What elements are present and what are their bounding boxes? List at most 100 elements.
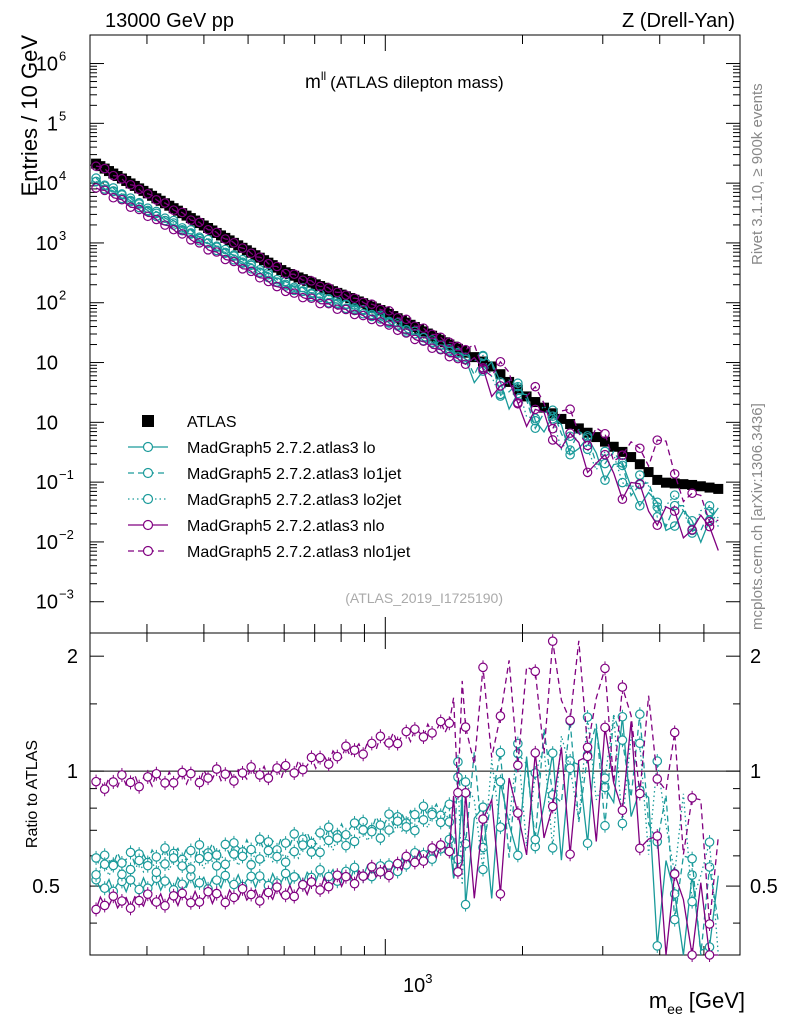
mc-marker-ratio (341, 871, 351, 882)
mc-marker-ratio (323, 759, 334, 770)
mc-marker-main (151, 214, 162, 225)
mc-marker-ratio (582, 742, 593, 753)
mc-marker-ratio (323, 822, 334, 832)
mc-marker-main (530, 381, 541, 392)
mc-marker-ratio (332, 751, 343, 762)
mc-marker-main (635, 500, 645, 511)
mc-marker-main (460, 352, 471, 363)
mc-marker-ratio (160, 843, 170, 853)
mc-marker-main (168, 205, 179, 215)
mc-marker-ratio (125, 847, 136, 858)
main-y-tick-label: 10 (36, 353, 58, 375)
legend-label: MadGraph5 2.7.2.atlas3 lo (187, 440, 376, 457)
mc-marker-main (125, 202, 136, 212)
mc-marker-main (341, 290, 351, 300)
mc-marker-ratio (298, 879, 308, 890)
mc-marker-ratio (168, 778, 179, 788)
atlas-data-point (678, 479, 689, 490)
atlas-data-point (495, 369, 506, 380)
mc-marker-ratio (315, 885, 325, 895)
mc-marker-ratio (444, 834, 455, 845)
atlas-data-point (538, 402, 549, 413)
mc-marker-main (460, 344, 471, 355)
x-tick-base: 10 (403, 975, 425, 997)
atlas-data-point (660, 477, 671, 488)
mc-marker-main (600, 428, 610, 439)
mc-marker-ratio (358, 825, 368, 835)
mc-marker-main (704, 506, 715, 517)
ratio-panel-frame (89, 632, 741, 956)
mc-marker-ratio (289, 846, 300, 857)
mc-marker-ratio (263, 845, 274, 856)
mc-marker-ratio (134, 855, 144, 866)
mc-marker-main (410, 321, 420, 332)
mc-marker-ratio (358, 749, 368, 760)
mc-marker-main (478, 364, 488, 375)
mc-marker-ratio (91, 776, 101, 787)
mc-marker-main (160, 198, 170, 208)
mc-marker-ratio (478, 662, 488, 673)
mc-marker-ratio (237, 883, 248, 894)
mc-marker-main (565, 404, 575, 415)
mc-marker-ratio (306, 847, 317, 857)
mc-marker-ratio (220, 870, 231, 881)
mc-marker-ratio (289, 829, 300, 839)
mc-marker-main (687, 525, 697, 535)
mc-marker-main (117, 174, 127, 184)
mc-marker-ratio (289, 891, 300, 902)
mc-marker-main (349, 293, 360, 304)
mc-marker-ratio (117, 770, 127, 780)
mc-marker-ratio (704, 837, 715, 847)
mc-marker-main (704, 516, 715, 527)
mc-marker-ratio (460, 777, 471, 787)
mc-marker-main (254, 252, 265, 263)
ratio-y-tick-label: 0.5 (32, 876, 60, 898)
mc-marker-ratio (142, 860, 153, 871)
mc-marker-ratio (349, 745, 360, 755)
mc-marker-ratio (349, 818, 360, 828)
mc-marker-ratio (401, 822, 412, 832)
legend-marker (142, 493, 154, 505)
mc-marker-ratio (617, 818, 628, 829)
mc-marker-ratio (272, 882, 282, 892)
legend-label: MadGraph5 2.7.2.atlas3 lo1jet (187, 466, 402, 483)
mc-marker-ratio (272, 763, 282, 773)
mc-marker-ratio (280, 838, 291, 848)
mc-marker-ratio (495, 747, 506, 758)
mc-marker-main (194, 238, 205, 248)
mc-marker-ratio (125, 875, 136, 885)
mc-marker-main (495, 391, 506, 401)
mc-marker-main (366, 314, 377, 325)
atlas-data-point (652, 474, 663, 485)
mc-marker-main (99, 185, 110, 196)
mc-marker-main (582, 440, 593, 451)
mc-marker-main (617, 494, 628, 505)
main-y-tick-label: 10 (36, 532, 58, 554)
mc-marker-main (323, 298, 334, 309)
mc-marker-main (453, 353, 463, 364)
mc-marker-ratio (418, 815, 429, 825)
mc-marker-ratio (237, 851, 248, 862)
mc-marker-ratio (211, 764, 222, 774)
mc-marker-ratio (687, 793, 697, 803)
mc-marker-ratio (280, 857, 291, 867)
ratio-y-ticks: 2 2 1 1 0.5 0.5 (32, 646, 778, 924)
mc-marker-main (617, 450, 628, 461)
mc-marker-ratio (349, 878, 360, 889)
mc-marker-ratio (186, 845, 196, 856)
mc-marker-main (669, 469, 680, 479)
mc-marker-main (669, 500, 680, 511)
mc-marker-ratio (237, 768, 248, 778)
main-y-tick-label: 10 (36, 412, 58, 434)
mc-marker-ratio (254, 834, 265, 844)
atlas-data-point (687, 479, 698, 490)
mc-marker-main (91, 173, 101, 183)
mc-marker-ratio (375, 867, 386, 877)
mc-marker-ratio (117, 896, 127, 906)
mc-marker-ratio (151, 852, 162, 862)
mc-marker-ratio (478, 814, 488, 824)
mc-marker-main (513, 398, 523, 409)
mc-marker-main (99, 163, 110, 174)
mc-marker-ratio (375, 731, 386, 742)
